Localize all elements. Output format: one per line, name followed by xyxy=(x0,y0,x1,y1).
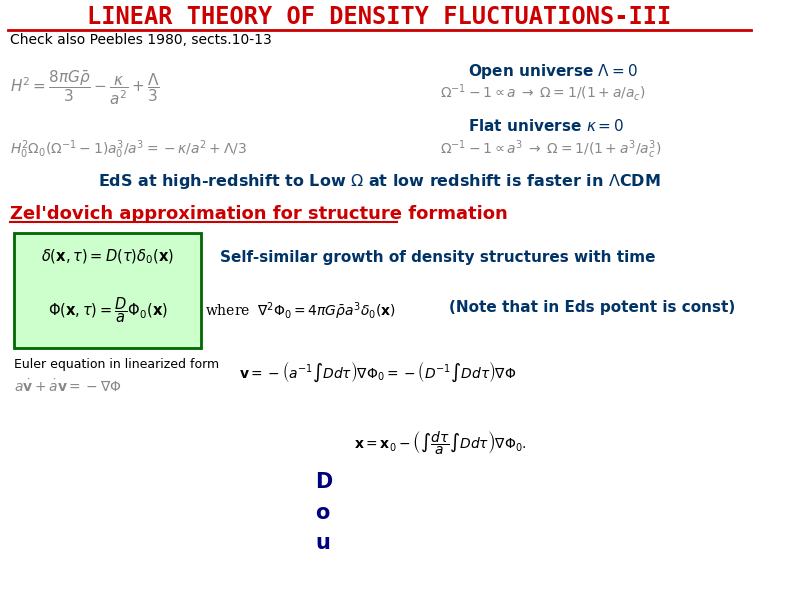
Text: D: D xyxy=(315,472,333,492)
Text: o: o xyxy=(315,503,330,523)
Text: $\Omega^{-1} - 1 \propto a^3 \;\rightarrow\; \Omega = 1/(1+a^3/a_c^3)$: $\Omega^{-1} - 1 \propto a^3 \;\rightarr… xyxy=(440,138,661,161)
Text: LINEAR THEORY OF DENSITY FLUCTUATIONS-III: LINEAR THEORY OF DENSITY FLUCTUATIONS-II… xyxy=(87,5,672,29)
Text: $\delta(\mathbf{x},\tau) = D(\tau)\delta_0(\mathbf{x})$: $\delta(\mathbf{x},\tau) = D(\tau)\delta… xyxy=(41,248,174,267)
Text: Self-similar growth of density structures with time: Self-similar growth of density structure… xyxy=(220,250,655,265)
Text: u: u xyxy=(315,533,330,553)
Text: Euler equation in linearized form: Euler equation in linearized form xyxy=(14,358,219,371)
Text: Open universe $\Lambda=0$: Open universe $\Lambda=0$ xyxy=(468,62,638,81)
Text: $\mathbf{v} = -\left(a^{-1}\int Dd\tau\right)\nabla\Phi_0 = -\left(D^{-1}\int Dd: $\mathbf{v} = -\left(a^{-1}\int Dd\tau\r… xyxy=(239,360,516,384)
Text: Flat universe $\kappa=0$: Flat universe $\kappa=0$ xyxy=(468,118,625,134)
Text: $H_0^2\Omega_0\left(\Omega^{-1}-1\right)a_0^3/a^3 = -\kappa/a^2 + \Lambda/3$: $H_0^2\Omega_0\left(\Omega^{-1}-1\right)… xyxy=(10,138,247,161)
Text: Zel'dovich approximation for structure formation: Zel'dovich approximation for structure f… xyxy=(10,205,507,223)
Text: $a\dot{\mathbf{v}} + \dot{a}\mathbf{v} = -\nabla\Phi$: $a\dot{\mathbf{v}} + \dot{a}\mathbf{v} =… xyxy=(14,378,122,394)
Text: $\Phi(\mathbf{x},\tau) = \dfrac{D}{a}\Phi_0(\mathbf{x})$: $\Phi(\mathbf{x},\tau) = \dfrac{D}{a}\Ph… xyxy=(48,295,168,324)
Text: $\Omega^{-1} - 1 \propto a \;\rightarrow\; \Omega = 1/(1+a/a_c)$: $\Omega^{-1} - 1 \propto a \;\rightarrow… xyxy=(440,82,646,103)
Text: (Note that in Eds potent is const): (Note that in Eds potent is const) xyxy=(449,300,735,315)
Text: Check also Peebles 1980, sects.10-13: Check also Peebles 1980, sects.10-13 xyxy=(10,33,272,47)
FancyBboxPatch shape xyxy=(14,233,201,348)
Text: EdS at high-redshift to Low $\Omega$ at low redshift is faster in $\Lambda$CDM: EdS at high-redshift to Low $\Omega$ at … xyxy=(98,172,661,191)
Text: $\mathbf{x} = \mathbf{x}_0 - \left(\int\dfrac{d\tau}{a}\int Dd\tau\right)\nabla\: $\mathbf{x} = \mathbf{x}_0 - \left(\int\… xyxy=(353,430,526,458)
Text: where $\;\nabla^2\Phi_0 = 4\pi G\bar{\rho}a^3\delta_0(\mathbf{x})$: where $\;\nabla^2\Phi_0 = 4\pi G\bar{\rh… xyxy=(206,300,396,322)
Text: $H^2 = \dfrac{8\pi G\bar{\rho}}{3} - \dfrac{\kappa}{a^2} + \dfrac{\Lambda}{3}$: $H^2 = \dfrac{8\pi G\bar{\rho}}{3} - \df… xyxy=(10,68,160,107)
